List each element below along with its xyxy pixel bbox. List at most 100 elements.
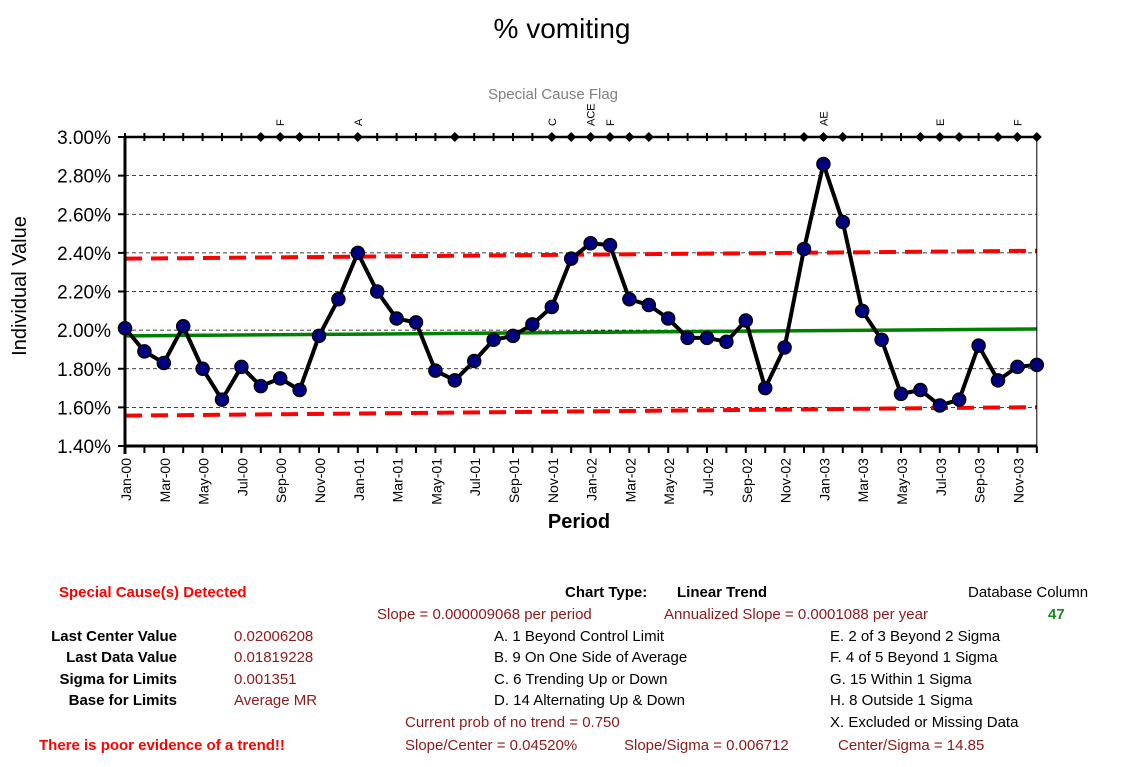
flag-marker — [1031, 132, 1042, 142]
center-trend-line — [124, 327, 1037, 338]
data-point — [389, 311, 404, 326]
y-tick-label: 1.40% — [57, 437, 111, 458]
data-point — [699, 330, 715, 346]
x-tick-label: May-03 — [894, 458, 910, 505]
flag-label: ACE — [586, 103, 598, 126]
rule-g: G. 15 Within 1 Sigma — [830, 671, 972, 688]
data-point — [272, 371, 288, 386]
x-tick-label: Jul-03 — [933, 458, 949, 496]
x-tick-label: Jan-01 — [351, 458, 367, 501]
database-column-label: Database Column — [968, 584, 1089, 601]
series-line — [123, 162, 1037, 408]
flag-marker — [818, 132, 829, 142]
flag-marker — [915, 132, 926, 142]
x-tick-label: Sep-03 — [972, 458, 988, 503]
special-cause-flags: F A C ACE F AE E F — [255, 103, 1042, 142]
data-point — [874, 332, 889, 348]
flag-marker — [837, 132, 848, 142]
y-axis-label: Individual Value — [9, 216, 31, 356]
data-point — [544, 299, 560, 315]
rule-f: F. 4 of 5 Beyond 1 Sigma — [830, 649, 998, 666]
flag-marker — [624, 132, 635, 142]
x-tick-labels: Jan-00 Mar-00 May-00 Jul-00 Sep-00 Nov-00 Jan-… — [118, 458, 1026, 505]
data-point — [466, 353, 482, 369]
slope-sigma-ratio: Slope/Sigma = 0.006712 — [624, 737, 789, 754]
data-point — [408, 315, 424, 330]
flag-marker — [799, 132, 809, 142]
flag-marker — [934, 132, 945, 142]
chart-type-value: Linear Trend — [677, 584, 768, 601]
flag-label: F — [1012, 119, 1024, 126]
flag-label: E — [935, 119, 947, 126]
x-tick-label: Jul-02 — [700, 458, 716, 496]
data-point — [1010, 359, 1025, 375]
chart-type-label: Chart Type: — [565, 584, 648, 601]
x-tick-label: Nov-02 — [778, 458, 794, 503]
slope-value: Slope = 0.000009068 per period — [377, 606, 592, 623]
x-tick-label: Sep-02 — [739, 458, 755, 503]
y-tick-label: 2.00% — [57, 321, 111, 342]
flag-marker — [585, 132, 596, 142]
center-sigma-ratio: Center/Sigma = 14.85 — [838, 737, 985, 754]
flag-marker — [993, 132, 1003, 142]
flag-marker — [294, 132, 305, 142]
data-point — [660, 311, 676, 326]
axes — [123, 133, 1038, 454]
data-point — [602, 237, 618, 253]
rule-b: B. 9 On One Side of Average — [494, 649, 688, 666]
database-column-value: 47 — [1048, 606, 1065, 623]
data-point — [486, 332, 501, 348]
last-data-value: 0.01819228 — [234, 649, 314, 666]
data-point — [757, 380, 773, 396]
data-point — [156, 355, 172, 371]
x-axis-label: Period — [548, 511, 610, 533]
chart-subtitle: Special Cause Flag — [488, 86, 618, 103]
flag-marker — [255, 132, 266, 142]
flag-marker — [1012, 132, 1023, 142]
data-point — [641, 297, 657, 313]
data-point — [137, 344, 152, 359]
data-point — [563, 251, 579, 266]
x-tick-label: Jul-01 — [467, 458, 483, 496]
last-center-value: 0.02006208 — [234, 628, 314, 645]
limit-lines — [124, 248, 1037, 418]
slope-center-ratio: Slope/Center = 0.04520% — [405, 737, 578, 754]
x-tick-label: Nov-00 — [312, 458, 328, 503]
rule-a: A. 1 Beyond Control Limit — [494, 628, 665, 645]
flag-marker — [352, 132, 363, 142]
y-tick-label: 2.60% — [57, 205, 111, 226]
rule-h: H. 8 Outside 1 Sigma — [830, 692, 973, 709]
x-tick-label: Nov-01 — [545, 458, 561, 503]
y-tick-label: 2.80% — [57, 167, 111, 188]
data-point — [913, 382, 928, 398]
x-tick-label: Mar-01 — [390, 458, 406, 503]
y-tick-label: 2.40% — [57, 244, 111, 265]
y-tick-label: 2.20% — [57, 283, 111, 304]
data-point — [854, 303, 870, 319]
flag-marker — [449, 132, 460, 142]
data-point — [738, 313, 754, 328]
data-series — [117, 156, 1045, 413]
x-tick-label: May-02 — [661, 458, 677, 505]
x-tick-label: Jan-02 — [584, 458, 600, 501]
x-tick-label: Nov-03 — [1010, 458, 1026, 503]
data-point — [505, 328, 521, 344]
data-point — [816, 156, 831, 172]
y-tick-label: 1.60% — [57, 398, 111, 419]
data-point — [214, 392, 230, 407]
data-point — [195, 361, 210, 376]
upper-control-limit-line — [124, 248, 1037, 261]
control-chart: % vomiting Special Cause Flag Individual… — [9, 13, 1045, 533]
x-tick-label: Mar-03 — [855, 458, 871, 503]
data-point — [622, 291, 637, 307]
annualized-slope-value: Annualized Slope = 0.0001088 per year — [664, 606, 928, 623]
base-label: Base for Limits — [68, 692, 177, 709]
data-point — [447, 373, 463, 388]
data-point — [525, 317, 540, 332]
data-point — [583, 235, 598, 251]
x-tick-label: Jan-03 — [816, 458, 832, 501]
x-tick-label: Jul-00 — [234, 458, 250, 496]
trend-evidence-warning: There is poor evidence of a trend!! — [39, 737, 285, 754]
x-tick-label: May-00 — [196, 458, 212, 505]
x-tick-label: Jan-00 — [118, 458, 134, 501]
